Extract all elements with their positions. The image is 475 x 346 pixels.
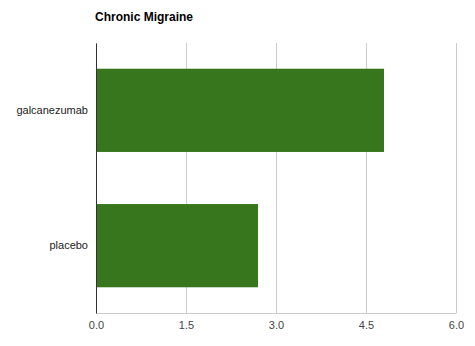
x-tick-label: 3.0 xyxy=(269,319,284,331)
x-tick: 3.0 xyxy=(269,313,284,331)
x-tick: 4.5 xyxy=(359,313,374,331)
y-tick: placebo xyxy=(49,239,96,251)
bar xyxy=(96,69,384,152)
x-tick: 6.0 xyxy=(449,313,464,331)
x-tick-label: 0.0 xyxy=(89,319,104,331)
x-axis-line xyxy=(97,313,457,314)
chart: Chronic Migraine 0.0 1.5 3.0 4.5 6.0 galcanezu… xyxy=(0,0,475,346)
x-tick-label: 4.5 xyxy=(359,319,374,331)
x-axis: 0.0 1.5 3.0 4.5 6.0 xyxy=(89,313,464,331)
y-tick-label: galcanezumab xyxy=(16,104,88,116)
y-axis: galcanezumab placebo xyxy=(16,44,96,314)
y-tick-label: placebo xyxy=(49,239,88,251)
bar xyxy=(96,204,258,287)
grid-line xyxy=(456,43,457,313)
x-tick-label: 6.0 xyxy=(449,319,464,331)
bars xyxy=(96,69,384,288)
x-tick: 1.5 xyxy=(179,313,194,331)
y-axis-line xyxy=(96,44,97,314)
y-tick: galcanezumab xyxy=(16,104,96,116)
grid-line xyxy=(96,43,97,313)
x-tick-label: 1.5 xyxy=(179,319,194,331)
title: Chronic Migraine xyxy=(95,10,193,24)
x-tick: 0.0 xyxy=(89,313,104,331)
grid xyxy=(96,43,456,313)
